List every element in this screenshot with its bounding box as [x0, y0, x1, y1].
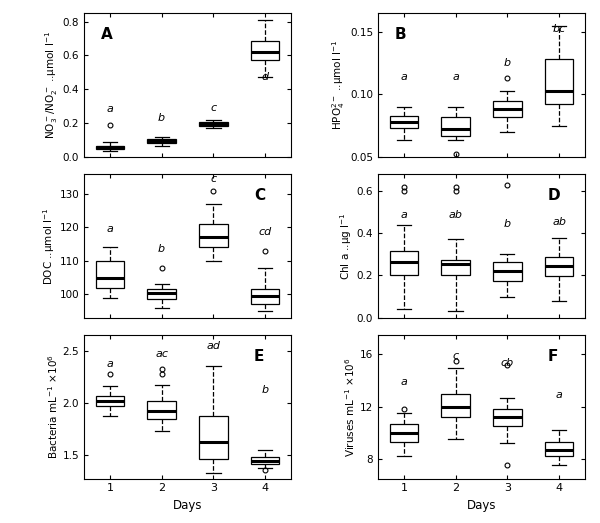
Text: a: a — [400, 377, 407, 387]
PathPatch shape — [389, 424, 418, 442]
Y-axis label: Viruses mL$^{-1}$ ×10$^6$: Viruses mL$^{-1}$ ×10$^6$ — [343, 357, 357, 457]
Text: b: b — [158, 244, 165, 254]
Text: b: b — [158, 113, 165, 123]
Text: F: F — [548, 349, 558, 364]
Y-axis label: Chl a ..μg l$^{-1}$: Chl a ..μg l$^{-1}$ — [338, 212, 354, 280]
Text: a: a — [452, 72, 459, 82]
PathPatch shape — [251, 457, 280, 464]
Text: b: b — [262, 384, 269, 395]
Text: c: c — [452, 351, 458, 361]
Text: cd: cd — [259, 228, 272, 237]
Y-axis label: NO$_3^-$/NO$_2^-$ ..μmol l$^{-1}$: NO$_3^-$/NO$_2^-$ ..μmol l$^{-1}$ — [43, 31, 60, 139]
Text: c: c — [211, 174, 217, 184]
PathPatch shape — [199, 416, 227, 459]
Text: E: E — [254, 349, 264, 364]
PathPatch shape — [389, 251, 418, 276]
PathPatch shape — [442, 394, 470, 417]
Text: d: d — [262, 72, 269, 82]
Text: cb: cb — [501, 358, 514, 368]
PathPatch shape — [148, 401, 176, 419]
Text: ac: ac — [155, 349, 168, 359]
PathPatch shape — [442, 259, 470, 276]
PathPatch shape — [389, 116, 418, 128]
X-axis label: Days: Days — [467, 499, 496, 512]
Text: a: a — [400, 210, 407, 221]
PathPatch shape — [148, 289, 176, 299]
PathPatch shape — [442, 117, 470, 135]
Text: a: a — [106, 224, 113, 234]
Text: bc: bc — [553, 24, 566, 35]
Text: a: a — [400, 72, 407, 82]
Text: c: c — [211, 103, 217, 113]
PathPatch shape — [251, 289, 280, 304]
PathPatch shape — [545, 442, 574, 457]
Text: b: b — [504, 58, 511, 68]
Text: b: b — [504, 219, 511, 229]
Text: ab: ab — [449, 210, 463, 221]
Y-axis label: DOC ..μmol l$^{-1}$: DOC ..μmol l$^{-1}$ — [41, 207, 56, 285]
PathPatch shape — [545, 59, 574, 104]
Text: A: A — [101, 27, 112, 42]
Y-axis label: HPO$_4^{2-}$ ..μmol l$^{-1}$: HPO$_4^{2-}$ ..μmol l$^{-1}$ — [331, 40, 347, 130]
Text: C: C — [254, 188, 265, 203]
PathPatch shape — [148, 139, 176, 143]
PathPatch shape — [95, 396, 124, 406]
Y-axis label: Bacteria mL$^{-1}$ ×10$^6$: Bacteria mL$^{-1}$ ×10$^6$ — [46, 354, 60, 459]
PathPatch shape — [493, 100, 521, 117]
Text: a: a — [106, 105, 113, 115]
PathPatch shape — [95, 146, 124, 149]
PathPatch shape — [493, 262, 521, 281]
Text: ad: ad — [206, 340, 220, 350]
Text: B: B — [395, 27, 406, 42]
Text: a: a — [106, 359, 113, 369]
Text: ab: ab — [552, 217, 566, 227]
X-axis label: Days: Days — [173, 499, 202, 512]
Text: a: a — [556, 390, 563, 400]
PathPatch shape — [199, 122, 227, 126]
Text: D: D — [548, 188, 560, 203]
PathPatch shape — [545, 257, 574, 277]
PathPatch shape — [199, 224, 227, 247]
PathPatch shape — [95, 261, 124, 288]
PathPatch shape — [251, 41, 280, 60]
PathPatch shape — [493, 410, 521, 426]
